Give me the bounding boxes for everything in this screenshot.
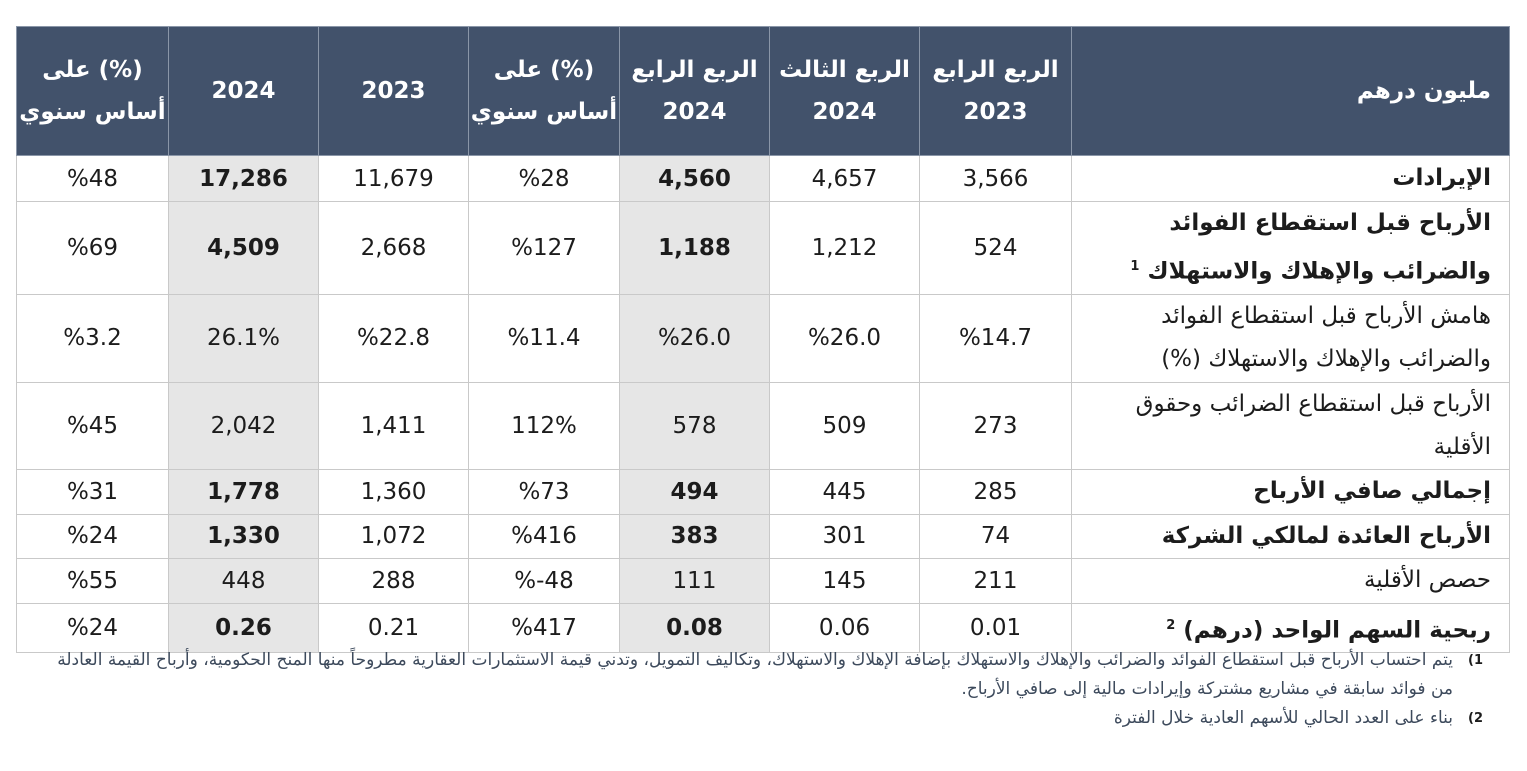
row-label: إجمالي صافي الأرباح <box>1071 468 1510 515</box>
table-cell: %11.4 <box>468 293 620 383</box>
table-cell: 4,509 <box>168 201 319 295</box>
table-cell: 17,286 <box>168 155 319 202</box>
table-cell: 0.26 <box>168 602 319 654</box>
table-row: الأرباح قبل استقطاع الضرائب وحقوق الأقلي… <box>16 381 1510 470</box>
row-label: الأرباح قبل استقطاع الضرائب وحقوق الأقلي… <box>1071 381 1510 470</box>
row-label-text: ربحية السهم الواحد (درهم) <box>1183 617 1491 644</box>
table-cell: 4,657 <box>769 155 920 202</box>
table-row: الأرباح العائدة لمالكي الشركة 74 301 383 %41… <box>16 513 1510 559</box>
row-label: ربحية السهم الواحد (درهم) 2 <box>1071 602 1510 654</box>
table-cell: %3.2 <box>16 293 169 383</box>
table-row: الإيرادات 3,566 4,657 4,560 %28 11,679 17,286%… <box>16 155 1510 202</box>
column-header: الربع الرابع 2023 <box>919 26 1072 156</box>
table-cell: 1,411 <box>318 381 469 470</box>
table-cell: %24 <box>16 513 169 559</box>
footnote-text: يتم احتساب الأرباح قبل استقطاع الفوائد و… <box>57 650 1453 699</box>
row-label: حصص الأقلية <box>1071 557 1510 604</box>
table-cell: 0.08 <box>619 602 770 654</box>
table-cell: 1,188 <box>619 201 770 295</box>
table-cell: 0.06 <box>769 602 920 654</box>
row-label-text: الإيرادات <box>1392 165 1491 191</box>
table-cell: 301 <box>769 513 920 559</box>
column-header: الربع الثالث 2024 <box>769 26 920 156</box>
header-unit: مليون درهم <box>1071 26 1510 156</box>
column-header: (%) على أساس سنوي <box>16 26 169 156</box>
table-cell: %45 <box>16 381 169 470</box>
table-cell: %55 <box>16 557 169 604</box>
footnotes: 1) يتم احتساب الأرباح قبل استقطاع الفوائد… <box>43 646 1483 733</box>
row-label-text: إجمالي صافي الأرباح <box>1253 478 1491 505</box>
footnote-number: 2) <box>1468 711 1483 726</box>
column-header: 2024 <box>168 26 319 156</box>
footnote: 1) يتم احتساب الأرباح قبل استقطاع الفوائد… <box>43 646 1483 704</box>
row-label: الأرباح قبل استقطاع الفوائد والضرائب وال… <box>1071 201 1510 295</box>
table-cell: 1,778 <box>168 468 319 515</box>
footnote-number: 1) <box>1468 653 1483 668</box>
table-cell: 1,212 <box>769 201 920 295</box>
footnote: 2) بناء على العدد الحالي للأسهم العادية خ… <box>43 704 1483 733</box>
table-cell: %48 <box>16 155 169 202</box>
table-cell: 2,668 <box>318 201 469 295</box>
table-cell: 509 <box>769 381 920 470</box>
table-cell: 112% <box>468 381 620 470</box>
table-cell: 578 <box>619 381 770 470</box>
table-cell: 111 <box>619 557 770 604</box>
row-label: الأرباح العائدة لمالكي الشركة <box>1071 513 1510 559</box>
row-label-text: الأرباح قبل استقطاع الضرائب وحقوق الأقلي… <box>1135 390 1491 460</box>
row-label-text: هامش الأرباح قبل استقطاع الفوائد والضرائ… <box>1161 303 1491 373</box>
table-cell: 1,330 <box>168 513 319 559</box>
table-cell: 26.1% <box>168 293 319 383</box>
table-row: حصص الأقلية 211 145 111 %-48 288 448 %55 <box>16 557 1510 604</box>
table-cell: 524 <box>919 201 1072 295</box>
financial-results-table: مليون درهم الربع الرابع 2023 الربع الثالث … <box>16 26 1510 654</box>
row-label-text: الأرباح العائدة لمالكي الشركة <box>1161 522 1491 549</box>
table-row: ربحية السهم الواحد (درهم) 2 0.01 0.06 0.08%… <box>16 602 1510 654</box>
table-cell: 445 <box>769 468 920 515</box>
column-header: (%) على أساس سنوي <box>468 26 620 156</box>
table-cell: 11,679 <box>318 155 469 202</box>
table-cell: %417 <box>468 602 620 654</box>
table-cell: %127 <box>468 201 620 295</box>
table-cell: %14.7 <box>919 293 1072 383</box>
table-cell: 273 <box>919 381 1072 470</box>
table-cell: %31 <box>16 468 169 515</box>
table-cell: 448 <box>168 557 319 604</box>
table-row: إجمالي صافي الأرباح 285 445 494 %73 1,360 1,77… <box>16 468 1510 515</box>
table-cell: 3,566 <box>919 155 1072 202</box>
footnote-ref: 1 <box>1130 259 1140 274</box>
row-label: هامش الأرباح قبل استقطاع الفوائد والضرائ… <box>1071 293 1510 383</box>
table-cell: %69 <box>16 201 169 295</box>
table-cell: 285 <box>919 468 1072 515</box>
table-cell: 4,560 <box>619 155 770 202</box>
table-cell: 0.01 <box>919 602 1072 654</box>
table-cell: %28 <box>468 155 620 202</box>
table-cell: %26.0 <box>619 293 770 383</box>
footnote-text: بناء على العدد الحالي للأسهم العادية خلا… <box>1113 708 1453 728</box>
table-cell: 383 <box>619 513 770 559</box>
table-cell: %416 <box>468 513 620 559</box>
table-cell: %73 <box>468 468 620 515</box>
column-header: 2023 <box>318 26 469 156</box>
column-header: الربع الرابع 2024 <box>619 26 770 156</box>
table-cell: %22.8 <box>318 293 469 383</box>
table-row: الأرباح قبل استقطاع الفوائد والضرائب وال… <box>16 201 1510 295</box>
table-cell: 494 <box>619 468 770 515</box>
table-cell: %24 <box>16 602 169 654</box>
table-cell: 1,072 <box>318 513 469 559</box>
table-cell: %26.0 <box>769 293 920 383</box>
table-cell: 0.21 <box>318 602 469 654</box>
table-cell: 2,042 <box>168 381 319 470</box>
table-cell: 145 <box>769 557 920 604</box>
table-cell: 1,360 <box>318 468 469 515</box>
table-cell: 74 <box>919 513 1072 559</box>
row-label: الإيرادات <box>1071 155 1510 202</box>
table-cell: 288 <box>318 557 469 604</box>
row-label-text: حصص الأقلية <box>1363 567 1491 594</box>
row-label-text: الأرباح قبل استقطاع الفوائد والضرائب وال… <box>1147 210 1491 285</box>
table-cell: %-48 <box>468 557 620 604</box>
table-cell: 211 <box>919 557 1072 604</box>
footnote-ref: 2 <box>1166 617 1176 633</box>
table-row: هامش الأرباح قبل استقطاع الفوائد والضرائ… <box>16 293 1510 383</box>
